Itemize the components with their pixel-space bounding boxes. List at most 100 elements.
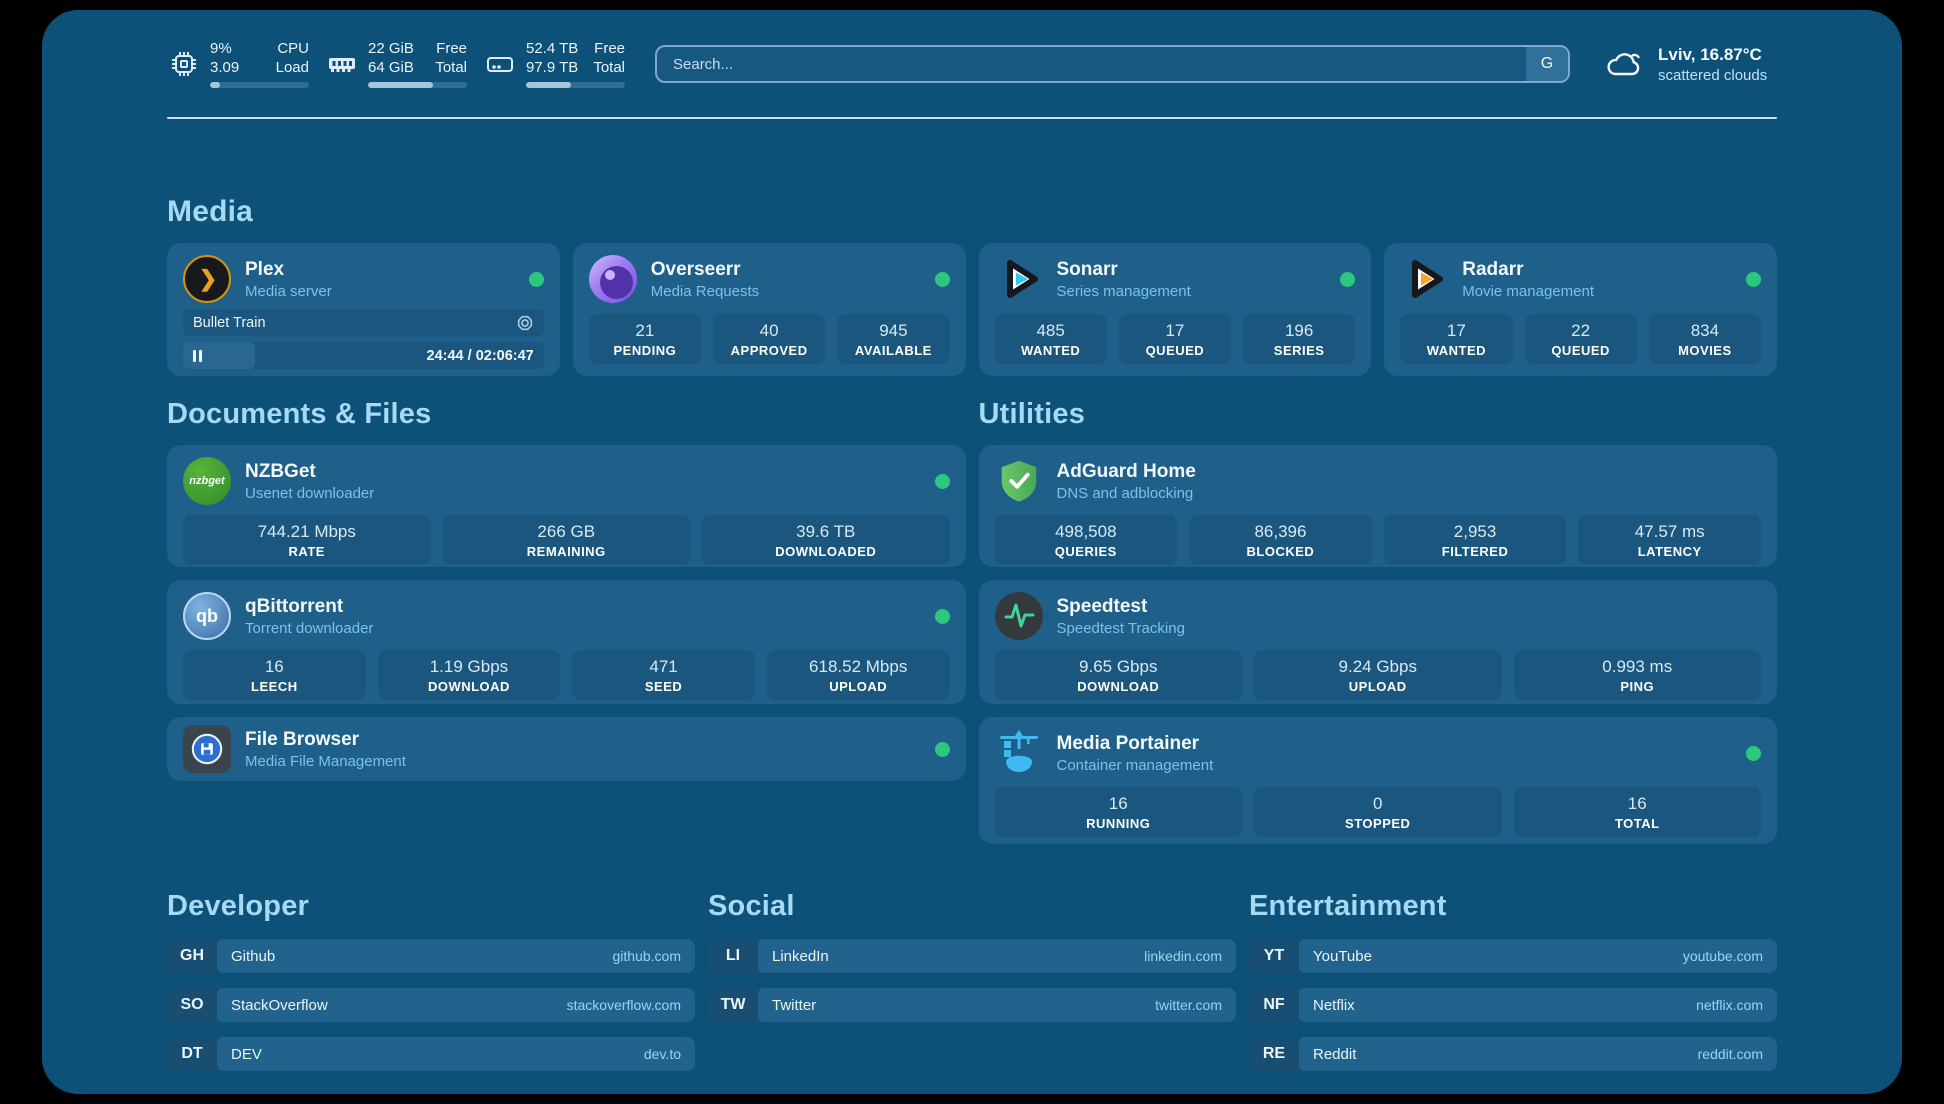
app-card-portainer[interactable]: Media Portainer Container management 16 R… [978, 717, 1777, 844]
app-subtitle: Media server [245, 282, 332, 300]
bookmark-youtube[interactable]: YT YouTube youtube.com [1249, 939, 1777, 973]
dashboard: 9% 3.09 CPU Load 22 GiB 64 GiB Fre [42, 10, 1902, 1094]
stat-box: 471 SEED [572, 650, 755, 700]
app-card-plex[interactable]: ❯ Plex Media server Bullet Train 24:44 /… [167, 243, 560, 376]
app-card-overseerr[interactable]: Overseerr Media Requests 21 PENDING 40 APP… [572, 243, 966, 376]
cpu-chip-icon [167, 47, 201, 81]
memory-usage-bar [368, 82, 467, 89]
media-grid: ❯ Plex Media server Bullet Train 24:44 /… [167, 243, 1777, 376]
search-engine-button[interactable]: G [1526, 47, 1568, 81]
bookmark-linkedin[interactable]: LI LinkedIn linkedin.com [708, 939, 1236, 973]
stat-box: 86,396 BLOCKED [1189, 515, 1372, 565]
bookmark-reddit[interactable]: RE Reddit reddit.com [1249, 1037, 1777, 1071]
section-title-documents: Documents & Files [167, 398, 432, 430]
stat-box: 945 AVAILABLE [837, 314, 950, 364]
stat-box: 196 SERIES [1243, 314, 1356, 364]
cloud-icon [1602, 42, 1646, 86]
stat-box: 16 TOTAL [1513, 787, 1761, 837]
bookmark-url: dev.to [643, 1046, 681, 1062]
radarr-logo-icon [1400, 255, 1448, 303]
app-card-speedtest[interactable]: Speedtest Speedtest Tracking 9.65 Gbps DO… [978, 580, 1777, 704]
filebrowser-logo-icon [183, 725, 231, 773]
bookmark-netflix[interactable]: NF Netflix netflix.com [1249, 988, 1777, 1022]
stat-box: 17 QUEUED [1118, 314, 1231, 364]
header: 9% 3.09 CPU Load 22 GiB 64 GiB Fre [167, 37, 1777, 91]
app-card-nzbget[interactable]: nzbget NZBGet Usenet downloader 744.21 M… [167, 445, 966, 567]
stat-box: 22 QUEUED [1524, 314, 1637, 364]
stat-box: 9.65 Gbps DOWNLOAD [994, 650, 1242, 700]
bookmark-url: stackoverflow.com [566, 997, 681, 1013]
section-title-media: Media [167, 195, 254, 228]
weather-location-temp: Lviv, 16.87°C [1658, 45, 1762, 65]
system-stats: 9% 3.09 CPU Load 22 GiB 64 GiB Fre [167, 40, 625, 89]
cpu-label: CPU [277, 39, 309, 57]
disk-total: 97.9 TB [526, 58, 579, 76]
bookmark-twitter[interactable]: TW Twitter twitter.com [708, 988, 1236, 1022]
stat-box: 40 APPROVED [713, 314, 826, 364]
app-name: Plex [245, 258, 285, 280]
app-card-qbittorrent[interactable]: qb qBittorrent Torrent downloader 16 LEEC… [167, 580, 966, 704]
stat-box: 16 LEECH [183, 650, 366, 700]
stat-box: 47.57 ms LATENCY [1578, 515, 1761, 565]
header-divider [167, 117, 1777, 119]
bookmark-stackoverflow[interactable]: SO StackOverflow stackoverflow.com [167, 988, 695, 1022]
bookmark-url: linkedin.com [1144, 948, 1222, 964]
portainer-logo-icon [995, 729, 1043, 777]
weather-condition: scattered clouds [1658, 66, 1768, 84]
plex-logo-icon: ❯ [183, 255, 231, 303]
status-dot [934, 741, 950, 757]
qbittorrent-logo-icon: qb [183, 592, 231, 640]
app-card-adguard[interactable]: AdGuard Home DNS and adblocking 498,508 Q… [978, 445, 1777, 567]
playback-progress-bar: 24:44 / 02:06:47 [183, 342, 544, 369]
stat-box: 834 MOVIES [1648, 314, 1761, 364]
status-dot [1746, 745, 1761, 761]
stat-box: 618.52 Mbps UPLOAD [766, 650, 950, 700]
memory-total: 64 GiB [368, 58, 414, 76]
status-dot [934, 271, 950, 287]
app-card-sonarr[interactable]: Sonarr Series management 485 WANTED 17 QUE… [978, 243, 1372, 376]
stat-box: 485 WANTED [994, 314, 1107, 364]
bookmarks-section: Developer GH Github github.com SO StackOv… [167, 890, 1777, 1071]
disk-stat: 52.4 TB 97.9 TB Free Total [483, 40, 625, 89]
cpu-load-avg: 3.09 [210, 58, 240, 76]
cpu-usage-bar [210, 82, 309, 89]
nzbget-logo-icon: nzbget [183, 457, 231, 505]
stat-box: 2,953 FILTERED [1383, 515, 1567, 565]
bookmark-github[interactable]: GH Github github.com [167, 939, 695, 973]
section-title-developer: Developer [167, 890, 310, 922]
gear-icon[interactable] [516, 314, 534, 332]
stat-box: 1.19 Gbps DOWNLOAD [377, 650, 561, 700]
cpu-percent: 9% [210, 39, 232, 57]
stat-box: 266 GB REMAINING [442, 515, 690, 565]
section-title-social: Social [708, 890, 795, 922]
app-card-radarr[interactable]: Radarr Movie management 17 WANTED 22 QUEUE… [1384, 243, 1777, 376]
disk-free: 52.4 TB [526, 39, 579, 57]
stat-box: 0.993 ms PING [1513, 650, 1761, 700]
status-dot [934, 608, 950, 624]
status-dot [528, 271, 544, 287]
overseerr-logo-icon [588, 255, 637, 303]
search-bar: G [655, 45, 1570, 83]
stat-box: 0 STOPPED [1254, 787, 1502, 837]
search-input[interactable] [657, 47, 1568, 81]
app-card-filebrowser[interactable]: File Browser Media File Management [167, 717, 966, 781]
bookmark-url: github.com [612, 948, 681, 964]
sonarr-logo-icon [995, 255, 1043, 303]
status-dot [1340, 271, 1356, 287]
adguard-logo-icon [995, 457, 1043, 505]
bookmark-url: reddit.com [1697, 1046, 1763, 1062]
now-playing-row: Bullet Train [183, 309, 544, 336]
bookmark-dev[interactable]: DT DEV dev.to [167, 1037, 695, 1071]
stat-box: 744.21 Mbps RATE [183, 515, 431, 565]
stat-box: 16 RUNNING [994, 787, 1242, 837]
stat-box: 39.6 TB DOWNLOADED [702, 515, 950, 565]
pause-icon [193, 349, 202, 362]
stat-box: 9.24 Gbps UPLOAD [1254, 650, 1502, 700]
stat-box: 17 WANTED [1400, 314, 1513, 364]
status-dot [1746, 271, 1761, 287]
speedtest-logo-icon [994, 592, 1043, 640]
bookmark-url: netflix.com [1696, 997, 1763, 1013]
memory-free: 22 GiB [368, 39, 414, 57]
section-title-utilities: Utilities [978, 398, 1086, 430]
playback-time: 24:44 / 02:06:47 [426, 347, 534, 364]
